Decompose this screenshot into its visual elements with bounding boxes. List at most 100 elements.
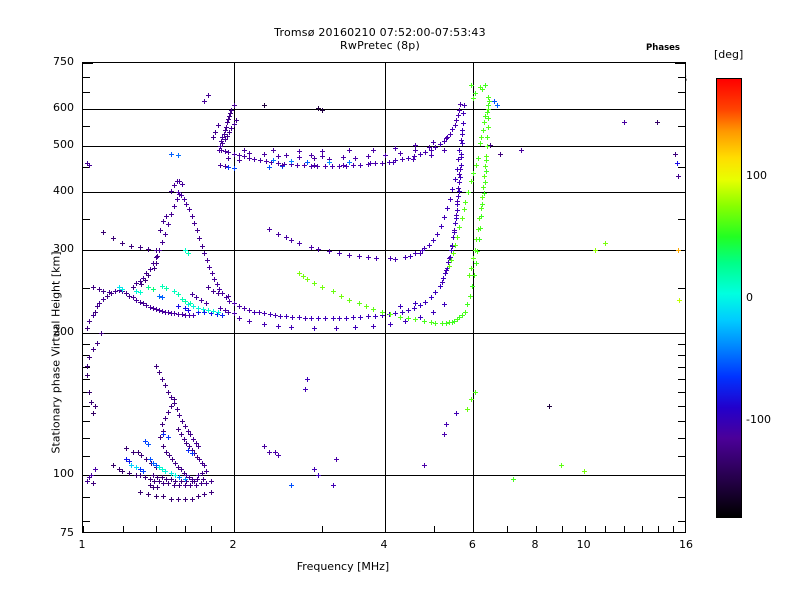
scatter-point [457,147,463,153]
axis-tick [678,288,685,289]
scatter-point [258,158,264,164]
marker-v-bar [487,124,489,130]
marker-v-bar [410,253,412,259]
scatter-point [201,306,207,312]
scatter-point [203,300,209,306]
scatter-point [372,314,378,320]
axis-tick [675,63,685,64]
scatter-point [89,472,94,478]
marker-v-bar [103,297,105,302]
chart-title-line2: RwPretec (8p) [340,39,420,52]
scatter-point [447,196,453,202]
marker-v-bar [451,257,453,263]
marker-v-bar [88,354,90,360]
marker-v-bar [191,451,193,457]
scatter-point [190,304,196,310]
scatter-point [437,283,443,289]
scatter-point [273,313,278,319]
axis-tick [83,379,90,380]
scatter-point [473,260,479,266]
scatter-point [451,318,457,324]
scatter-point [452,177,458,183]
scatter-point [214,282,220,287]
marker-v-bar [447,259,449,265]
scatter-point [211,308,216,314]
colorbar-unit-label: [deg] [714,48,744,61]
marker-v-bar [428,242,430,248]
marker-v-bar [675,151,677,157]
scatter-point [465,302,471,308]
marker-v-bar [443,147,445,153]
marker-v-bar [143,468,144,474]
scatter-point [449,257,455,263]
scatter-point [417,303,423,309]
marker-v-bar [457,198,458,204]
scatter-point [428,153,434,159]
marker-v-bar [345,163,347,169]
marker-v-bar [196,476,198,482]
marker-v-bar [462,121,464,126]
marker-v-bar [479,216,481,222]
marker-v-bar [230,111,232,117]
marker-v-bar [678,297,680,303]
marker-v-bar [86,478,88,484]
scatter-point [398,150,404,156]
marker-v-bar [95,466,97,472]
marker-v-bar [139,290,141,296]
scatter-point [417,315,423,321]
marker-v-bar [373,147,375,153]
marker-v-bar [186,478,188,484]
marker-v-bar [228,165,229,170]
scatter-point [469,179,474,185]
marker-v-bar [152,485,154,491]
marker-v-bar [405,318,407,324]
scatter-point [443,320,449,326]
scatter-point [347,148,353,154]
scatter-point [484,144,490,150]
scatter-point [463,199,469,205]
marker-v-bar [376,256,378,262]
scatter-point [450,187,456,192]
scatter-point [288,162,294,168]
axis-tick [678,344,685,345]
marker-v-bar [482,127,484,133]
colorbar-gradient [716,78,742,518]
marker-v-bar [233,103,235,109]
marker-v-bar [408,307,410,313]
scatter-point [236,304,242,310]
marker-v-bar [188,313,190,319]
scatter-point [422,318,428,324]
axis-tick [434,526,435,532]
marker-v-bar [144,474,146,480]
marker-v-bar [275,449,276,455]
marker-v-bar [188,444,190,450]
scatter-point [347,159,353,165]
scatter-point [193,295,199,301]
marker-v-bar [268,449,270,455]
scatter-point [161,428,167,434]
scatter-point [165,481,171,486]
marker-v-bar [389,321,391,327]
scatter-point [453,221,459,227]
marker-v-bar [342,162,344,168]
scatter-point [371,306,377,312]
gridline-vertical [473,63,474,532]
marker-v-bar [329,157,330,162]
axis-tick [585,526,586,532]
scatter-point [449,319,455,325]
scatter-point [308,153,314,159]
scatter-point [227,298,233,304]
marker-v-bar [335,456,337,462]
scatter-point [428,319,434,325]
marker-v-bar [332,289,334,295]
marker-v-bar [226,133,228,139]
scatter-point [333,456,339,462]
scatter-point [153,494,159,500]
marker-v-bar [192,313,194,319]
marker-v-bar [167,310,169,316]
marker-v-bar [277,323,279,329]
marker-v-bar [335,325,337,331]
scatter-point [485,124,491,130]
marker-v-bar [282,162,284,168]
scatter-point [387,321,393,327]
